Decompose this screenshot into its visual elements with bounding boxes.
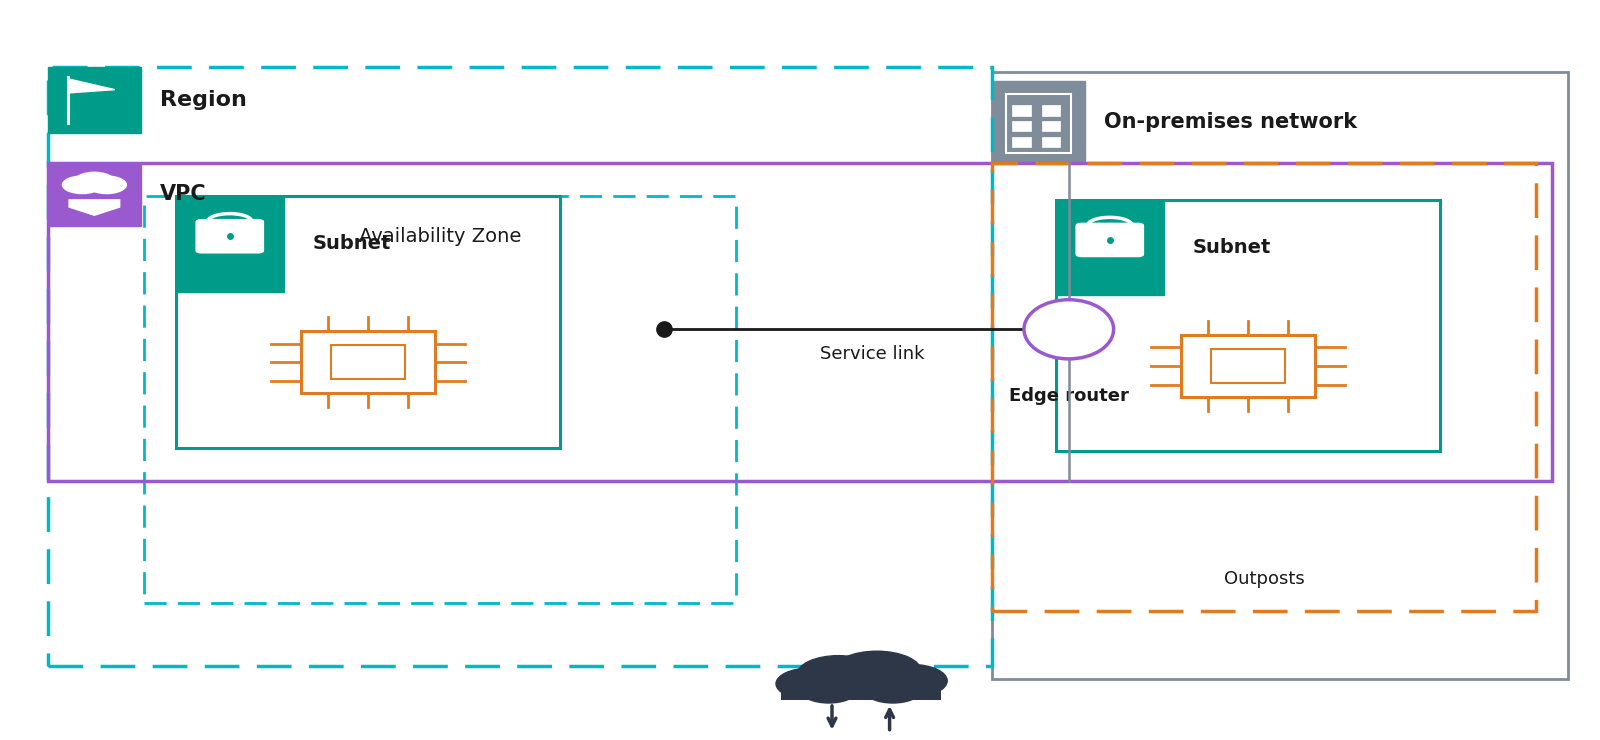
Text: On-premises network: On-premises network: [1104, 112, 1357, 132]
Bar: [1211, 349, 1285, 383]
Text: Service link: Service link: [819, 345, 925, 363]
Bar: [1013, 105, 1030, 115]
Circle shape: [877, 665, 947, 697]
Text: Subnet: Subnet: [1192, 238, 1270, 257]
Circle shape: [797, 656, 880, 694]
Bar: [144, 196, 736, 603]
Ellipse shape: [1024, 300, 1114, 359]
Circle shape: [62, 175, 102, 195]
Circle shape: [832, 651, 922, 693]
Bar: [1056, 200, 1163, 295]
Bar: [1042, 105, 1059, 115]
Bar: [176, 196, 560, 448]
Text: Outposts: Outposts: [1224, 571, 1304, 588]
Polygon shape: [69, 79, 115, 93]
Circle shape: [86, 175, 126, 195]
Bar: [992, 72, 1568, 679]
Bar: [992, 81, 1085, 163]
Bar: [301, 331, 435, 393]
Bar: [1042, 121, 1059, 131]
Bar: [176, 196, 283, 292]
Text: Availability Zone: Availability Zone: [358, 227, 522, 246]
Bar: [48, 67, 141, 133]
FancyBboxPatch shape: [1075, 223, 1144, 258]
Circle shape: [864, 676, 922, 703]
Bar: [1006, 95, 1070, 153]
FancyBboxPatch shape: [195, 219, 264, 254]
Text: Subnet: Subnet: [312, 235, 390, 253]
Circle shape: [74, 172, 115, 190]
Text: VPC: VPC: [160, 184, 206, 204]
Bar: [1181, 334, 1315, 397]
Bar: [48, 67, 992, 666]
Bar: [74, 183, 115, 189]
Text: Edge router: Edge router: [1010, 387, 1128, 405]
Polygon shape: [69, 199, 120, 216]
Bar: [48, 163, 1552, 481]
Bar: [48, 163, 141, 226]
Bar: [992, 163, 1536, 610]
Text: Region: Region: [160, 90, 246, 110]
Bar: [1056, 200, 1440, 451]
Bar: [1013, 121, 1030, 131]
Bar: [781, 681, 941, 700]
Circle shape: [776, 668, 843, 699]
Circle shape: [800, 676, 858, 703]
Bar: [331, 345, 405, 379]
Bar: [1013, 137, 1030, 147]
Bar: [1042, 137, 1059, 147]
